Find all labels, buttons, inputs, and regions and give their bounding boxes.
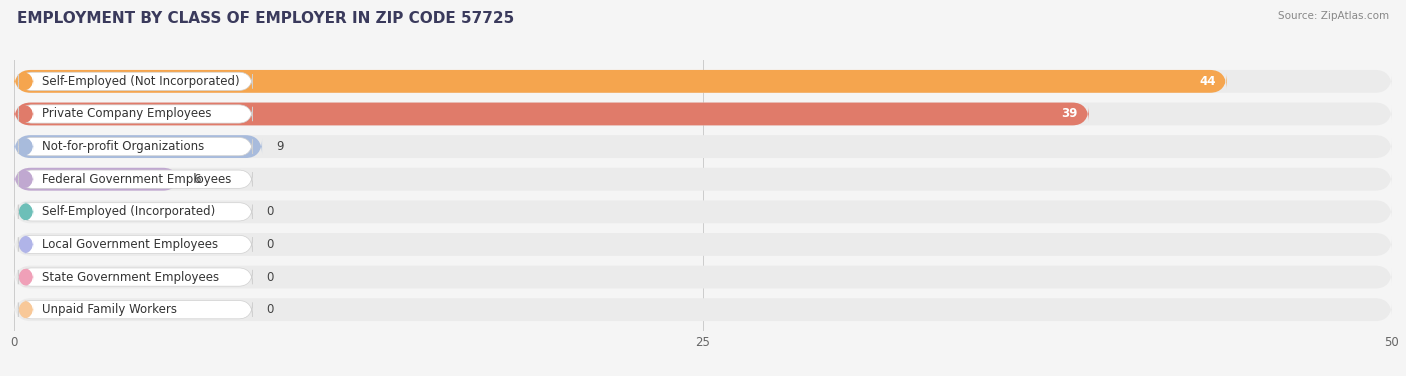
FancyBboxPatch shape — [18, 300, 34, 319]
FancyBboxPatch shape — [14, 70, 1226, 93]
Text: State Government Employees: State Government Employees — [42, 271, 219, 284]
Text: 0: 0 — [266, 303, 274, 316]
FancyBboxPatch shape — [18, 105, 34, 123]
FancyBboxPatch shape — [14, 200, 1392, 223]
FancyBboxPatch shape — [18, 203, 253, 221]
FancyBboxPatch shape — [14, 135, 262, 158]
Text: 0: 0 — [266, 271, 274, 284]
FancyBboxPatch shape — [14, 70, 1392, 93]
FancyBboxPatch shape — [18, 203, 34, 221]
Text: EMPLOYMENT BY CLASS OF EMPLOYER IN ZIP CODE 57725: EMPLOYMENT BY CLASS OF EMPLOYER IN ZIP C… — [17, 11, 515, 26]
Text: Unpaid Family Workers: Unpaid Family Workers — [42, 303, 177, 316]
Text: Self-Employed (Not Incorporated): Self-Employed (Not Incorporated) — [42, 75, 239, 88]
Text: 0: 0 — [266, 205, 274, 218]
FancyBboxPatch shape — [18, 170, 253, 188]
FancyBboxPatch shape — [14, 103, 1088, 125]
Text: 6: 6 — [193, 173, 201, 186]
FancyBboxPatch shape — [14, 135, 1392, 158]
FancyBboxPatch shape — [18, 72, 34, 91]
Text: Not-for-profit Organizations: Not-for-profit Organizations — [42, 140, 204, 153]
FancyBboxPatch shape — [18, 72, 253, 91]
Text: 39: 39 — [1062, 108, 1078, 120]
Text: Self-Employed (Incorporated): Self-Employed (Incorporated) — [42, 205, 215, 218]
FancyBboxPatch shape — [18, 268, 34, 286]
FancyBboxPatch shape — [14, 168, 180, 191]
FancyBboxPatch shape — [18, 235, 34, 253]
FancyBboxPatch shape — [14, 233, 1392, 256]
FancyBboxPatch shape — [18, 268, 253, 286]
Text: Source: ZipAtlas.com: Source: ZipAtlas.com — [1278, 11, 1389, 21]
Text: Federal Government Employees: Federal Government Employees — [42, 173, 231, 186]
FancyBboxPatch shape — [18, 170, 34, 188]
FancyBboxPatch shape — [18, 138, 34, 156]
FancyBboxPatch shape — [14, 266, 1392, 288]
FancyBboxPatch shape — [18, 300, 253, 319]
Text: 9: 9 — [276, 140, 284, 153]
Text: Private Company Employees: Private Company Employees — [42, 108, 211, 120]
Text: Local Government Employees: Local Government Employees — [42, 238, 218, 251]
FancyBboxPatch shape — [14, 298, 1392, 321]
FancyBboxPatch shape — [18, 105, 253, 123]
FancyBboxPatch shape — [14, 103, 1392, 125]
FancyBboxPatch shape — [18, 138, 253, 156]
FancyBboxPatch shape — [18, 235, 253, 253]
FancyBboxPatch shape — [14, 168, 1392, 191]
Text: 44: 44 — [1199, 75, 1216, 88]
Text: 0: 0 — [266, 238, 274, 251]
